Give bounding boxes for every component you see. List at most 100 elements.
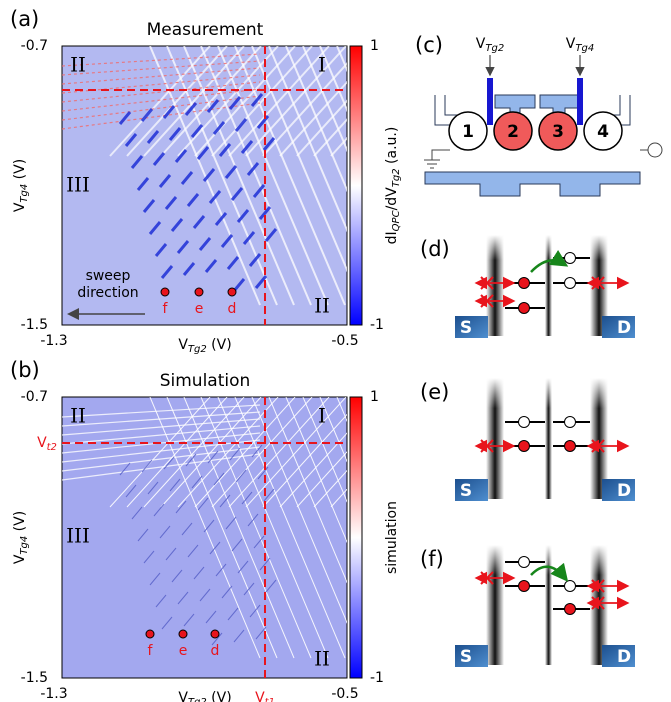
point (145, 629, 155, 639)
dot (448, 111, 488, 151)
colorbar-tick: 1 (370, 38, 379, 54)
trace (163, 456, 175, 470)
trace (142, 199, 156, 213)
trace (215, 563, 227, 577)
subscript: Tg4 (575, 43, 594, 54)
trace (168, 127, 182, 141)
heatmap-traces (62, 397, 347, 659)
lead-label: D (617, 318, 631, 338)
dot (538, 111, 578, 151)
trace (177, 591, 189, 605)
point-label: d (228, 301, 237, 317)
trace (109, 46, 211, 157)
text-part: dI (384, 231, 400, 244)
trace (131, 506, 143, 520)
trace (214, 212, 228, 226)
trace (227, 607, 239, 621)
trace (217, 397, 329, 659)
blocked (591, 439, 605, 453)
trace (186, 193, 200, 207)
electron (564, 416, 576, 428)
text-part: (V) (207, 690, 232, 702)
trace (234, 118, 248, 132)
lead-label: D (617, 481, 631, 501)
lead-label: S (460, 318, 472, 338)
trace (185, 453, 197, 467)
trace (143, 46, 245, 157)
trace (254, 275, 268, 289)
y-axis-label: VTg4 (V) (12, 511, 30, 564)
trace (146, 130, 160, 144)
dot-label: 1 (462, 122, 474, 142)
subscript: t1 (265, 697, 275, 702)
point (210, 629, 220, 639)
trace (213, 472, 225, 486)
electron (518, 440, 530, 452)
dot (493, 111, 533, 151)
trace (245, 46, 347, 157)
subscript: Tg4 (19, 536, 30, 555)
electron (564, 603, 576, 615)
trace (126, 46, 228, 157)
trace (62, 404, 261, 418)
x-tick-label: -0.5 (331, 686, 358, 702)
trace (141, 459, 153, 473)
trace (285, 46, 347, 193)
text-part: V (476, 36, 486, 52)
trace (152, 152, 166, 166)
trace (248, 253, 262, 267)
trace (62, 411, 261, 427)
lead (602, 645, 635, 667)
text-part: (a.u.) (384, 127, 400, 169)
trace (226, 256, 240, 270)
trace (149, 397, 261, 659)
barrier-fade (545, 235, 552, 336)
panel-label: (a) (10, 7, 39, 31)
trace (183, 397, 295, 659)
electron (518, 556, 530, 568)
trace (177, 46, 279, 157)
trace (109, 397, 211, 508)
trace (259, 557, 271, 571)
x-tick-label: -1.3 (40, 333, 67, 349)
trace (148, 221, 162, 235)
dot-label: 2 (507, 122, 519, 142)
trace (262, 137, 276, 151)
trace (198, 237, 212, 251)
trace (209, 541, 221, 555)
trace (246, 162, 260, 176)
trace (137, 528, 149, 542)
y-tick-label: -0.7 (21, 389, 48, 405)
text-part: V (37, 435, 47, 451)
trace (197, 497, 209, 511)
y-tick-label: -0.7 (21, 38, 48, 54)
x-tick-label: -1.3 (40, 686, 67, 702)
trace (218, 143, 232, 157)
trace (143, 550, 155, 564)
trace (231, 538, 243, 552)
panel-label: (e) (420, 380, 449, 404)
trace (158, 174, 172, 188)
trace (279, 432, 347, 508)
trace (230, 187, 244, 201)
text-part: (V) (12, 159, 28, 184)
text-part: V (566, 36, 576, 52)
subscript: t2 (47, 442, 57, 453)
colorbar (349, 45, 363, 326)
trace (225, 516, 237, 530)
threshold-label: Vt1 (255, 690, 275, 702)
dot-label: 4 (597, 122, 609, 142)
trace (160, 397, 262, 508)
lead-label: S (460, 647, 472, 667)
subscript: Tg2 (188, 697, 207, 702)
electron (518, 277, 530, 289)
trace (204, 259, 218, 273)
trace (263, 488, 275, 502)
trace (184, 102, 198, 116)
lead (602, 316, 635, 338)
subscript: Tg2 (485, 43, 504, 54)
dot (583, 111, 623, 151)
trace (180, 171, 194, 185)
lead (455, 645, 488, 667)
